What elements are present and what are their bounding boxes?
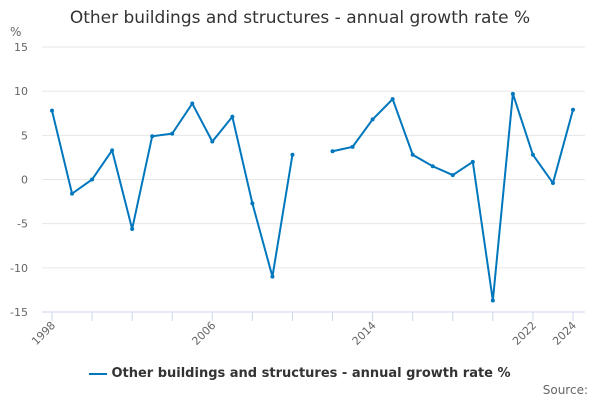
data-point — [390, 97, 395, 102]
data-point — [150, 134, 155, 139]
source-label: Source: — [542, 383, 588, 397]
data-point — [110, 148, 115, 153]
data-point — [550, 181, 555, 186]
x-tick-label: 1998 — [29, 319, 58, 348]
legend-label: Other buildings and structures - annual … — [111, 366, 511, 381]
data-point — [210, 139, 215, 144]
data-point — [470, 159, 475, 164]
x-tick-label: 2014 — [350, 319, 379, 348]
data-point — [410, 152, 415, 157]
data-point — [571, 107, 575, 112]
series-line — [332, 93, 574, 301]
data-point — [530, 152, 535, 157]
series-line — [51, 101, 294, 277]
data-point — [230, 114, 235, 119]
data-point — [490, 298, 495, 303]
data-point — [270, 274, 275, 279]
legend-line-marker — [89, 372, 108, 375]
data-point — [70, 191, 75, 196]
y-tick-label: -5 — [17, 218, 28, 231]
data-point — [450, 173, 455, 178]
data-point — [90, 177, 95, 182]
data-point — [350, 144, 355, 149]
data-point — [430, 164, 435, 169]
y-tick-label: 15 — [14, 41, 28, 54]
y-axis-label: % — [10, 25, 21, 39]
legend[interactable]: Other buildings and structures - annual … — [0, 366, 600, 381]
x-tick-label: 2006 — [189, 319, 218, 348]
data-point — [190, 101, 195, 106]
data-point — [250, 201, 255, 206]
y-tick-label: 10 — [14, 85, 28, 98]
data-point — [130, 226, 135, 231]
data-point — [290, 152, 295, 157]
x-tick-label: 2024 — [550, 319, 579, 348]
data-point — [170, 131, 175, 136]
data-point — [50, 108, 54, 113]
chart-title: Other buildings and structures - annual … — [69, 8, 531, 28]
y-tick-label: 0 — [21, 174, 28, 187]
y-tick-label: -15 — [10, 306, 28, 319]
y-tick-label: -10 — [10, 262, 28, 275]
y-tick-label: 5 — [21, 129, 28, 142]
data-point — [370, 117, 375, 122]
data-point — [510, 91, 515, 96]
x-tick-label: 2022 — [510, 319, 539, 348]
data-point — [330, 149, 335, 154]
